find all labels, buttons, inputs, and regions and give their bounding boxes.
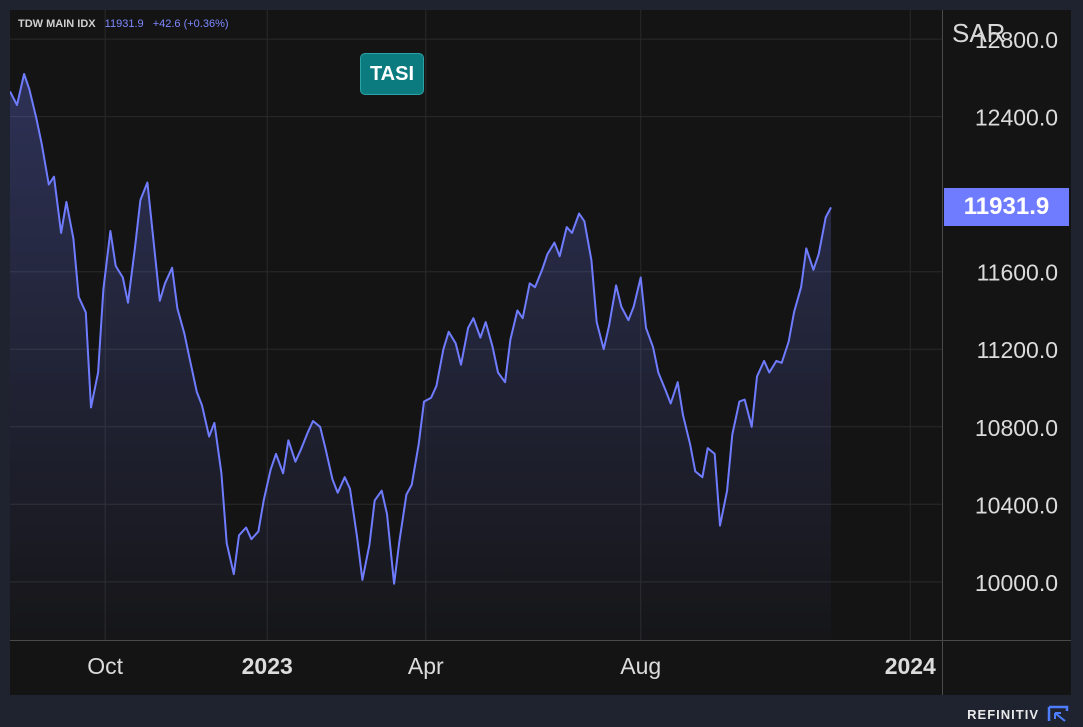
brand-logo: REFINITIV	[967, 705, 1069, 723]
price-chart: 10000.0 10400.0 10800.0 11200.0 11600.0 12400…	[10, 10, 1071, 695]
last-value-text: 11931.9	[104, 18, 144, 30]
brand-name: REFINITIV	[967, 706, 1039, 722]
y-tick-label: 10400.0	[975, 492, 1058, 518]
change-text: +42.6 (+0.36%)	[152, 18, 229, 30]
y-tick-label: 10000.0	[975, 570, 1058, 596]
symbol-label: TDW MAIN IDX	[18, 18, 96, 30]
x-tick-label: 2024	[885, 653, 936, 679]
x-tick-label: Apr	[408, 653, 444, 679]
currency-label: SAR	[952, 18, 1006, 48]
chart-frame: 10000.0 10400.0 10800.0 11200.0 11600.0 12400…	[10, 10, 1071, 695]
refinitiv-icon	[1047, 705, 1069, 722]
series-caption: TDW MAIN IDX 11931.9 +42.6 (+0.36%)	[18, 18, 229, 30]
y-tick-label: 10800.0	[975, 415, 1058, 441]
x-tick-label: Oct	[87, 653, 123, 679]
y-tick-label: 11200.0	[977, 337, 1058, 363]
y-tick-label: 11600.0	[977, 260, 1058, 286]
series-area	[10, 74, 831, 640]
y-tick-label: 12400.0	[975, 105, 1058, 131]
x-tick-label: 2023	[242, 653, 293, 679]
y-tick-label: 12800.0	[975, 27, 1058, 53]
tasi-badge[interactable]: TASI	[360, 53, 424, 95]
x-tick-label: Aug	[620, 653, 661, 679]
last-price-tag: 11931.9	[944, 188, 1069, 227]
series-line	[10, 73, 832, 585]
